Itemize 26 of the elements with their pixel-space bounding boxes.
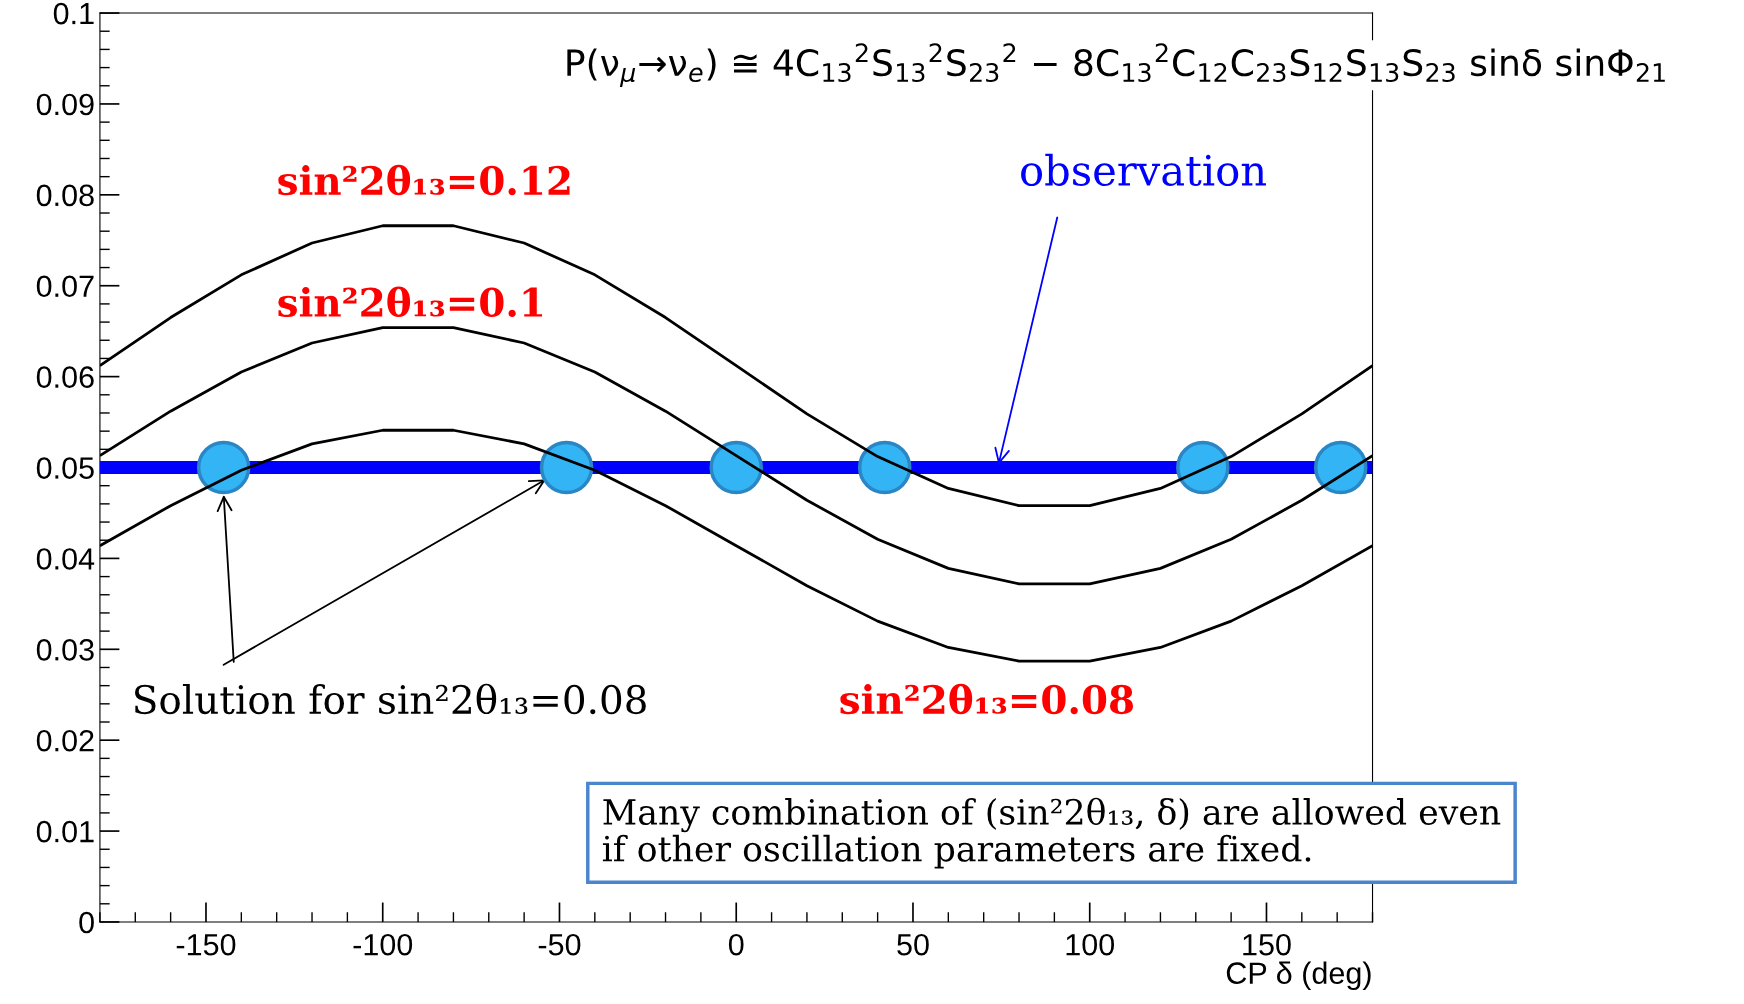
x-tick-label: 100 bbox=[1066, 933, 1115, 956]
y-tick-label: 0.02 bbox=[36, 729, 94, 752]
y-tick-label: 0.03 bbox=[36, 639, 94, 661]
series-label: sin²2θ₁₃=0.1 bbox=[278, 286, 543, 318]
y-tick-label: 0.06 bbox=[36, 366, 94, 388]
y-tick-label: 0 bbox=[79, 911, 94, 934]
y-tick-label: 0.08 bbox=[36, 184, 94, 207]
x-tick-label: -50 bbox=[538, 933, 581, 956]
series-label: sin²2θ₁₃=0.08 bbox=[840, 683, 1133, 715]
y-tick-label: 0.1 bbox=[53, 2, 94, 25]
x-tick-label: -150 bbox=[176, 933, 236, 956]
y-tick-label: 0.07 bbox=[36, 275, 94, 298]
x-tick-label: -100 bbox=[353, 933, 413, 956]
annotation: Many combination of (sin²2θ₁₃, δ) are allowed even if other oscillation parameters are fixed. bbox=[602, 797, 1501, 869]
y-tick-label: 0.09 bbox=[36, 93, 94, 116]
y-tick-label: 0.04 bbox=[36, 548, 95, 570]
x-tick-label: 50 bbox=[897, 933, 929, 956]
series-label: sin²2θ₁₃=0.12 bbox=[278, 164, 570, 196]
text: observation bbox=[1021, 153, 1266, 187]
y-tick-label: 0.05 bbox=[36, 457, 94, 479]
x-tick-label: 150 bbox=[1243, 933, 1291, 956]
chart-title: P(ν$_{μ}$→ν$_{e}$) ≅ 4C$_{13}$$^{2}$S$_{13}$$^{2}$S$_{23}$$^{2}$ − 8C$_{13}$$^{2}$C$_{12}$C$_{23}$S$_{12}$S$_{13}$S$_{23}$ sinδ sinΦ$_{21}$ bbox=[567, 43, 1665, 87]
x-tick-label: 0 bbox=[728, 933, 744, 956]
annotation: Solution for sin²2θ₁₃=0.08 bbox=[135, 683, 646, 715]
y-tick-label: 0.01 bbox=[36, 820, 94, 843]
x-axis-title: CP δ (deg) bbox=[1226, 961, 1371, 991]
